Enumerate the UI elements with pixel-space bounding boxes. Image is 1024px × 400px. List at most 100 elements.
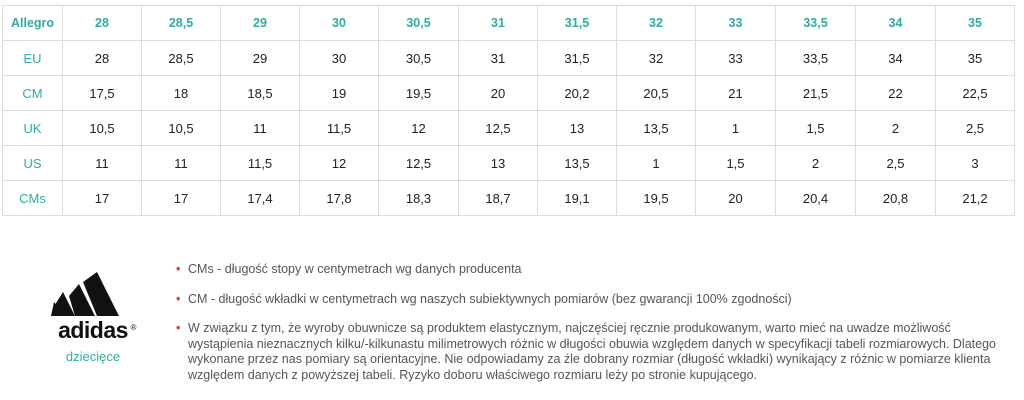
bullet-icon: • [176,291,181,306]
table-row: EU 28 28,5 29 30 30,5 31 31,5 32 33 33,5 34 35 [2,40,1015,76]
table-cell: 20,2 [537,75,617,111]
table-cell: 31,5 [537,40,617,76]
registered-mark: ® [130,323,137,332]
table-cell: 30,5 [378,5,459,41]
table-cell: 13 [537,110,617,146]
table-cell: 19,1 [537,180,617,216]
table-cell: 19,5 [616,180,696,216]
table-cell: 20,8 [855,180,936,216]
table-cell: 20 [695,180,776,216]
table-row: CM 17,5 18 18,5 19 19,5 20 20,2 20,5 21 21,5 22 22,5 [2,75,1015,111]
note-text: CM - długość wkładki w centymetrach wg n… [188,291,792,306]
table-cell: 28,5 [141,5,221,41]
brand-name: adidas [58,317,128,343]
table-cell: 3 [935,145,1015,181]
brand-logo: adidas ® dziecięce [38,272,148,364]
table-cell: 22 [855,75,936,111]
table-cell: 17,4 [220,180,300,216]
table-cell: 20,5 [616,75,696,111]
notes-list: • CMs - długość stopy w centymetrach wg … [176,262,1008,397]
table-cell: 35 [935,5,1015,41]
table-cell: 18 [141,75,221,111]
table-cell: 11,5 [299,110,379,146]
table-cell: 2,5 [935,110,1015,146]
table-cell: 13 [458,145,538,181]
table-cell: 22,5 [935,75,1015,111]
table-cell: 30 [299,5,379,41]
note-text: CMs - długość stopy w centymetrach wg da… [188,262,522,276]
table-cell: 19,5 [378,75,459,111]
table-row: US 11 11 11,5 12 12,5 13 13,5 1 1,5 2 2,5 3 [2,145,1015,181]
table-cell: 33 [695,5,776,41]
table-cell: 33 [695,40,776,76]
table-cell: 17 [141,180,221,216]
table-cell: 31,5 [537,5,617,41]
table-cell: 17 [62,180,142,216]
table-cell: 21 [695,75,776,111]
table-cell: 10,5 [141,110,221,146]
table-cell: 18,5 [220,75,300,111]
note-text: W związku z tym, że wyroby obuwnicze są … [188,321,996,382]
table-row: CMs 17 17 17,4 17,8 18,3 18,7 19,1 19,5 20 20,4 20,… [2,180,1015,216]
note-item: • W związku z tym, że wyroby obuwnicze s… [176,321,1008,383]
table-cell: 21,2 [935,180,1015,216]
table-cell: 2 [775,145,856,181]
table-cell: 11 [62,145,142,181]
bullet-icon: • [176,321,181,335]
table-cell: 10,5 [62,110,142,146]
table-cell: 28 [62,5,142,41]
row-label: EU [2,40,63,76]
table-cell: 32 [616,40,696,76]
table-row: UK 10,5 10,5 11 11,5 12 12,5 13 13,5 1 1,5 2 2,5 [2,110,1015,146]
table-cell: 33,5 [775,40,856,76]
bullet-icon: • [176,262,181,276]
table-cell: 35 [935,40,1015,76]
note-item: • CMs - długość stopy w centymetrach wg … [176,262,1008,278]
table-cell: 12 [378,110,459,146]
table-cell: 1,5 [695,145,776,181]
table-cell: 11 [220,110,300,146]
table-cell: 11,5 [220,145,300,181]
table-cell: 12,5 [458,110,538,146]
table-cell: 28 [62,40,142,76]
table-cell: 33,5 [775,5,856,41]
table-cell: 18,7 [458,180,538,216]
note-item: • CM - długość wkładki w centymetrach wg… [176,292,1008,308]
size-chart-body: Allegro 28 28,5 29 30 30,5 31 31,5 32 33 33,5 34 35 E… [2,5,1015,216]
table-cell: 28,5 [141,40,221,76]
row-label: CM [2,75,63,111]
table-cell: 2 [855,110,936,146]
table-cell: 20 [458,75,538,111]
table-cell: 1,5 [775,110,856,146]
table-cell: 2,5 [855,145,936,181]
table-cell: 31 [458,40,538,76]
row-label: Allegro [2,5,63,41]
row-label: US [2,145,63,181]
table-cell: 1 [616,145,696,181]
table-row: Allegro 28 28,5 29 30 30,5 31 31,5 32 33 33,5 34 35 [2,5,1015,41]
table-cell: 18,3 [378,180,459,216]
table-cell: 12,5 [378,145,459,181]
table-cell: 29 [220,40,300,76]
table-cell: 13,5 [616,110,696,146]
table-cell: 34 [855,5,936,41]
table-cell: 1 [695,110,776,146]
table-cell: 29 [220,5,300,41]
table-cell: 12 [299,145,379,181]
size-chart-table: Allegro 28 28,5 29 30 30,5 31 31,5 32 33 33,5 34 35 E… [2,5,1015,216]
table-cell: 21,5 [775,75,856,111]
table-cell: 13,5 [537,145,617,181]
table-cell: 20,4 [775,180,856,216]
category-label: dziecięce [65,349,121,364]
table-cell: 17,5 [62,75,142,111]
table-cell: 30 [299,40,379,76]
table-cell: 32 [616,5,696,41]
table-cell: 17,8 [299,180,379,216]
table-cell: 19 [299,75,379,111]
table-cell: 11 [141,145,221,181]
table-cell: 34 [855,40,936,76]
adidas-performance-logo-icon [51,272,119,316]
row-label: CMs [2,180,63,216]
table-cell: 31 [458,5,538,41]
table-cell: 30,5 [378,40,459,76]
